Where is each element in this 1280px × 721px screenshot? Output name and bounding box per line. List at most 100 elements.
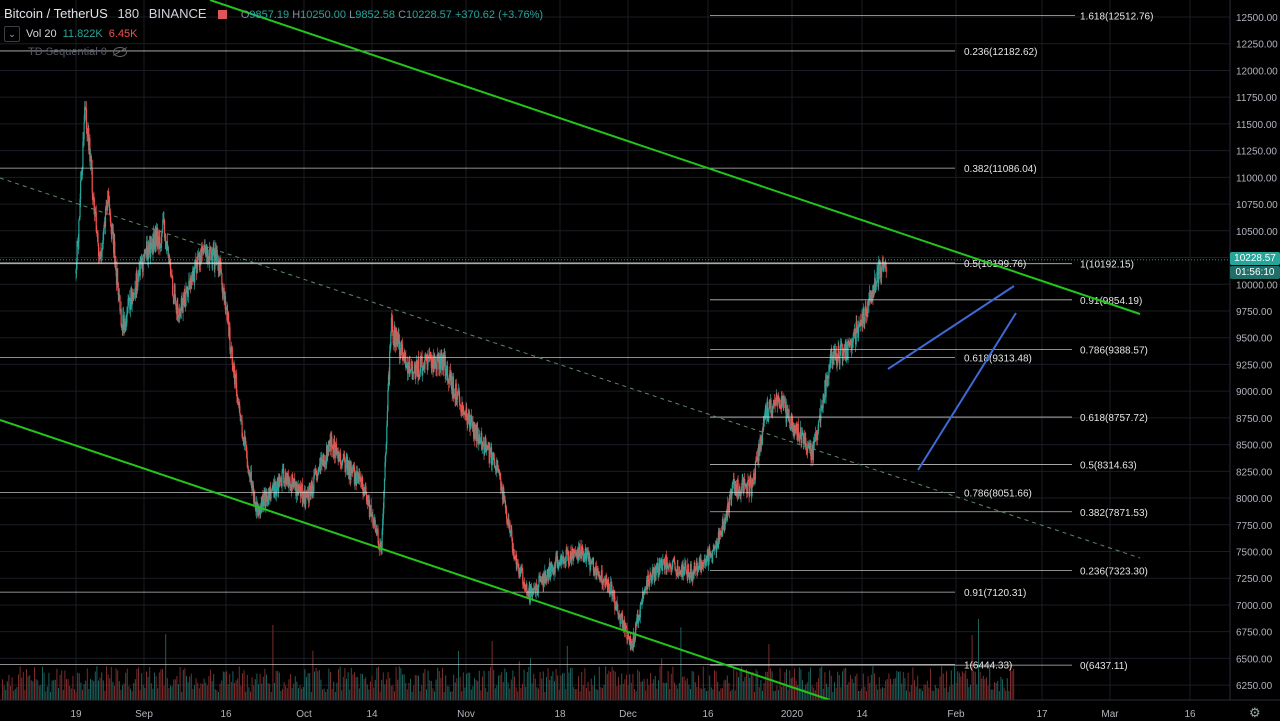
candle-body	[798, 438, 801, 442]
volume-bar	[974, 671, 976, 700]
volume-bar	[178, 684, 179, 700]
eye-hidden-icon[interactable]	[112, 47, 127, 57]
flag-icon[interactable]	[218, 10, 228, 20]
candle-body	[313, 472, 316, 476]
volume-bar	[238, 666, 240, 700]
volume-bar	[229, 674, 231, 700]
candle-body	[311, 480, 313, 496]
volume-bar	[13, 690, 15, 700]
candle-body	[669, 563, 671, 568]
volume-label[interactable]: Vol 20	[26, 28, 57, 40]
volume-bar	[666, 682, 667, 700]
candle-body	[727, 503, 729, 505]
candle-body	[383, 491, 385, 509]
candle-body	[610, 581, 612, 585]
candle-body	[618, 616, 620, 619]
volume-bar	[610, 672, 611, 700]
volume-bar	[195, 678, 197, 700]
candle-body	[316, 476, 318, 481]
volume-bar	[600, 687, 602, 700]
volume-bar	[914, 680, 915, 700]
volume-bar	[355, 676, 357, 700]
volume-bar	[741, 666, 743, 700]
volume-bar	[906, 690, 907, 700]
candle-body	[540, 577, 542, 581]
candle-body	[881, 262, 883, 272]
candle-body	[772, 407, 774, 414]
candle-body	[107, 190, 110, 199]
candle-body	[235, 373, 237, 391]
candle-body	[155, 231, 157, 246]
volume-bar	[86, 668, 88, 700]
volume-bar	[368, 689, 370, 700]
chevron-down-icon[interactable]: ⌄	[4, 26, 20, 42]
candle-body	[431, 358, 433, 369]
candle-body	[776, 394, 778, 406]
candle-body	[174, 284, 176, 297]
candle-body	[253, 488, 255, 503]
candle-body	[607, 579, 610, 588]
candle-body	[505, 508, 507, 511]
volume-bar	[379, 691, 381, 700]
volume-bar	[979, 671, 981, 700]
volume-bar	[278, 672, 280, 700]
volume-bar	[576, 689, 578, 700]
volume-bar	[403, 674, 405, 700]
volume-bar	[690, 688, 691, 700]
volume-bar	[882, 687, 883, 700]
time-tick-label: 16	[702, 709, 714, 720]
candle-body	[767, 419, 769, 422]
candle-body	[350, 466, 353, 473]
candle-body	[194, 262, 196, 268]
candle-body	[823, 395, 825, 403]
candle-body	[190, 281, 192, 287]
volume-bar	[250, 691, 251, 700]
volume-bar	[949, 686, 951, 700]
candle-body	[673, 557, 676, 563]
price-tick-label: 11750.00	[1236, 93, 1277, 104]
symbol-name[interactable]: Bitcoin / TetherUS	[4, 6, 108, 21]
candle-body	[243, 435, 246, 446]
volume-bar	[354, 672, 355, 700]
candle-body	[140, 258, 142, 263]
time-tick-label: 19	[70, 709, 82, 720]
volume-bar	[744, 677, 746, 700]
volume-bar	[342, 676, 344, 700]
candle-body	[737, 479, 739, 495]
volume-bar	[568, 672, 570, 700]
volume-bar	[445, 675, 447, 700]
volume-bar	[658, 680, 659, 700]
candle-body	[126, 308, 129, 313]
candle-body	[848, 342, 850, 346]
candle-body	[412, 371, 414, 380]
gear-icon[interactable]: ⚙	[1249, 705, 1261, 720]
candle-body	[786, 405, 788, 423]
volume-bar	[650, 673, 651, 700]
ohlc-values: O9857.19 H10250.00 L9852.58 C10228.57 +3…	[240, 9, 544, 21]
candle-body	[309, 484, 311, 486]
indicator-label[interactable]: TD Sequential 0	[28, 46, 107, 58]
candle-body	[481, 442, 483, 450]
candle-body	[358, 475, 361, 479]
candle-body	[768, 408, 770, 420]
candle-body	[120, 309, 122, 326]
volume-bar	[285, 685, 287, 700]
volume-bar	[498, 675, 499, 700]
candle-body	[436, 354, 438, 370]
volume-bar	[858, 690, 859, 700]
candle-body	[84, 107, 86, 123]
candle-body	[466, 407, 468, 420]
volume-bar	[526, 672, 528, 700]
volume-bar	[83, 684, 85, 700]
candle-body	[762, 429, 764, 431]
candle-body	[496, 459, 498, 468]
volume-bar	[930, 668, 931, 700]
volume-bar	[254, 679, 256, 700]
candle-body	[821, 404, 823, 409]
interval-label[interactable]: 180	[117, 6, 140, 21]
candle-body	[643, 593, 645, 597]
candle-body	[483, 448, 486, 455]
candle-body	[633, 633, 635, 644]
